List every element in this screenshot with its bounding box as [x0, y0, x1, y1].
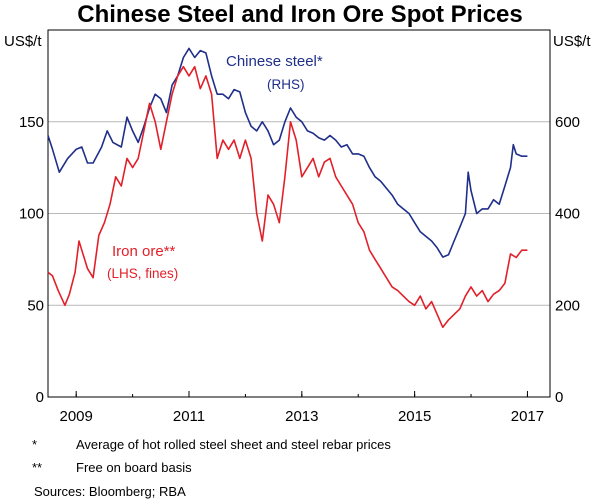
right-tick-label: 600 [555, 114, 580, 131]
plot-frame [47, 29, 551, 398]
left-axis-unit: US$/t [4, 33, 42, 50]
right-axis-unit: US$/t [553, 33, 591, 50]
chart-title: Chinese Steel and Iron Ore Spot Prices [77, 1, 523, 28]
left-tick-label: 0 [36, 389, 44, 406]
footnote-mark: * [32, 437, 38, 452]
series-line-iron-ore [47, 65, 528, 329]
right-tick-label: 0 [555, 389, 563, 406]
series-note-chinese-steel: (RHS) [267, 77, 305, 92]
left-axis: 0 50 100 150 [19, 114, 44, 406]
right-tick-label: 200 [555, 297, 580, 314]
right-axis: 0 200 400 600 [555, 114, 580, 406]
series-label-iron-ore: Iron ore** [112, 243, 176, 260]
gridlines [48, 121, 550, 306]
x-tick-label: 2017 [511, 408, 544, 425]
x-tick-label: 2015 [398, 408, 431, 425]
sources-note: Sources: Bloomberg; RBA [34, 484, 186, 499]
series-layer [47, 47, 528, 329]
x-axis: 2009 2011 2013 2015 2017 [60, 391, 544, 425]
x-tick-label: 2011 [173, 408, 205, 425]
x-tick-label: 2013 [285, 408, 318, 425]
footnote-mark: ** [32, 460, 43, 475]
series-label-chinese-steel: Chinese steel* [226, 53, 323, 70]
x-tick-label: 2009 [60, 408, 93, 425]
series-note-iron-ore: (LHS, fines) [107, 266, 178, 281]
left-tick-label: 50 [27, 297, 44, 314]
left-tick-label: 100 [19, 206, 44, 223]
footnote-text: Free on board basis [76, 460, 192, 475]
series-line-chinese-steel [47, 47, 528, 258]
left-tick-label: 150 [19, 114, 44, 131]
footnote-text: Average of hot rolled steel sheet and st… [76, 437, 391, 452]
right-tick-label: 400 [555, 206, 580, 223]
